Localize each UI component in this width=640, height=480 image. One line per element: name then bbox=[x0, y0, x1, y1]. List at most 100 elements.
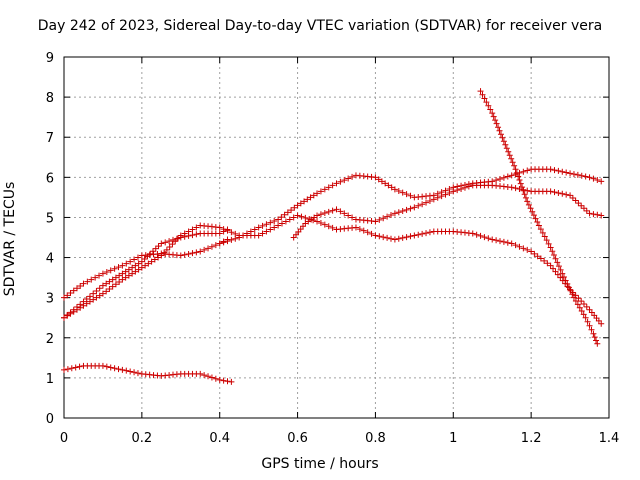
data-point bbox=[391, 186, 398, 193]
data-point bbox=[563, 169, 570, 176]
data-point bbox=[307, 194, 314, 201]
data-point bbox=[67, 310, 74, 317]
data-point bbox=[496, 127, 503, 134]
data-point bbox=[524, 198, 531, 205]
data-point bbox=[131, 256, 138, 263]
data-point bbox=[88, 276, 95, 283]
data-point bbox=[539, 229, 546, 236]
data-point bbox=[290, 214, 297, 221]
y-tick-label: 8 bbox=[46, 91, 54, 106]
data-point bbox=[503, 145, 510, 152]
data-point bbox=[529, 208, 536, 215]
data-point bbox=[376, 216, 383, 223]
data-point bbox=[489, 110, 496, 117]
y-tick-label: 1 bbox=[46, 372, 54, 387]
data-point bbox=[205, 245, 212, 252]
data-point bbox=[569, 291, 576, 298]
data-point bbox=[590, 175, 597, 182]
data-point bbox=[99, 362, 106, 369]
data-point bbox=[415, 202, 422, 209]
data-point bbox=[572, 197, 579, 204]
x-tick-label: 0.4 bbox=[209, 431, 230, 446]
data-point bbox=[547, 262, 554, 269]
data-point bbox=[109, 276, 116, 283]
y-axis-label: SDTVAR / TECUs bbox=[2, 181, 18, 297]
data-point bbox=[144, 253, 151, 260]
x-tick-label: 1.2 bbox=[521, 431, 542, 446]
data-point bbox=[301, 198, 308, 205]
y-tick-label: 5 bbox=[46, 211, 54, 226]
data-point bbox=[208, 243, 215, 250]
data-point bbox=[236, 234, 243, 241]
data-point bbox=[399, 189, 406, 196]
data-point bbox=[521, 191, 528, 198]
data-point bbox=[504, 239, 511, 246]
data-point bbox=[423, 230, 430, 237]
data-point bbox=[107, 364, 114, 371]
data-point bbox=[111, 265, 118, 272]
data-point bbox=[189, 250, 196, 257]
y-tick-label: 0 bbox=[46, 412, 54, 427]
x-tick-label: 1.4 bbox=[599, 431, 620, 446]
data-point bbox=[288, 207, 295, 214]
data-point bbox=[407, 233, 414, 240]
data-point bbox=[224, 378, 231, 385]
data-point bbox=[349, 214, 356, 221]
x-tick-label: 0.2 bbox=[132, 431, 153, 446]
data-point bbox=[403, 206, 410, 213]
data-point bbox=[567, 192, 574, 199]
x-tick-label: 1 bbox=[449, 431, 457, 446]
data-point bbox=[531, 250, 538, 257]
data-point bbox=[135, 260, 142, 267]
data-point bbox=[493, 237, 500, 244]
data-point bbox=[552, 255, 559, 262]
data-point bbox=[123, 367, 130, 374]
data-point bbox=[119, 366, 126, 373]
data-point bbox=[61, 314, 67, 321]
data-point bbox=[584, 318, 591, 325]
data-point bbox=[321, 221, 328, 228]
data-point bbox=[284, 209, 291, 216]
data-point bbox=[216, 376, 223, 383]
data-point bbox=[99, 270, 106, 277]
data-point bbox=[473, 231, 480, 238]
data-point bbox=[172, 238, 179, 245]
data-point bbox=[224, 238, 231, 245]
data-point bbox=[317, 220, 324, 227]
data-point bbox=[527, 205, 534, 212]
data-point bbox=[129, 270, 136, 277]
data-point bbox=[380, 215, 387, 222]
data-point bbox=[547, 244, 554, 251]
data-point bbox=[360, 227, 367, 234]
data-point bbox=[243, 230, 250, 237]
data-point bbox=[96, 292, 103, 299]
data-point bbox=[388, 212, 394, 219]
data-point bbox=[559, 270, 566, 277]
data-point bbox=[391, 210, 398, 217]
data-point bbox=[247, 228, 254, 235]
data-point bbox=[525, 201, 532, 208]
data-point bbox=[493, 177, 500, 184]
data-point bbox=[384, 213, 391, 220]
data-point bbox=[197, 370, 204, 377]
data-point bbox=[515, 173, 522, 180]
data-point bbox=[550, 251, 557, 258]
data-point bbox=[522, 194, 529, 201]
data-point bbox=[493, 120, 500, 127]
data-point bbox=[220, 226, 227, 233]
data-point bbox=[530, 212, 537, 219]
x-axis-label: GPS time / hours bbox=[261, 456, 379, 472]
data-point bbox=[551, 189, 558, 196]
data-point bbox=[86, 298, 93, 305]
data-point bbox=[356, 226, 363, 233]
data-point bbox=[259, 230, 266, 237]
data-point bbox=[304, 196, 311, 203]
data-point bbox=[461, 184, 468, 191]
data-point bbox=[537, 226, 544, 233]
data-point bbox=[559, 168, 566, 175]
data-point bbox=[259, 222, 266, 229]
y-tick-label: 3 bbox=[46, 292, 54, 307]
data-point bbox=[528, 248, 535, 255]
data-point bbox=[372, 232, 379, 239]
data-point bbox=[378, 178, 385, 185]
